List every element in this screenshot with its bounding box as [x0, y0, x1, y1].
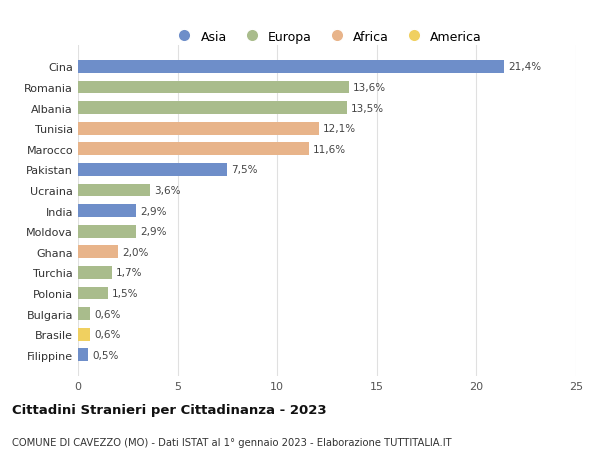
Text: Cittadini Stranieri per Cittadinanza - 2023: Cittadini Stranieri per Cittadinanza - 2… — [12, 403, 326, 416]
Bar — [78, 205, 136, 218]
Bar — [78, 61, 504, 73]
Bar — [78, 266, 112, 279]
Text: 2,9%: 2,9% — [140, 206, 166, 216]
Text: 13,6%: 13,6% — [353, 83, 386, 93]
Bar — [78, 349, 88, 361]
Bar — [78, 246, 118, 258]
Text: 0,5%: 0,5% — [92, 350, 118, 360]
Text: 2,0%: 2,0% — [122, 247, 148, 257]
Bar — [78, 225, 136, 238]
Text: COMUNE DI CAVEZZO (MO) - Dati ISTAT al 1° gennaio 2023 - Elaborazione TUTTITALIA: COMUNE DI CAVEZZO (MO) - Dati ISTAT al 1… — [12, 437, 452, 447]
Bar — [78, 143, 309, 156]
Bar — [78, 287, 108, 300]
Text: 21,4%: 21,4% — [508, 62, 541, 72]
Text: 2,9%: 2,9% — [140, 227, 166, 237]
Text: 11,6%: 11,6% — [313, 145, 346, 155]
Bar — [78, 164, 227, 176]
Bar — [78, 184, 150, 197]
Text: 12,1%: 12,1% — [323, 124, 356, 134]
Bar — [78, 308, 90, 320]
Bar — [78, 102, 347, 115]
Text: 1,5%: 1,5% — [112, 288, 139, 298]
Text: 0,6%: 0,6% — [94, 330, 121, 339]
Bar — [78, 81, 349, 94]
Text: 7,5%: 7,5% — [232, 165, 258, 175]
Bar — [78, 328, 90, 341]
Text: 3,6%: 3,6% — [154, 185, 180, 196]
Legend: Asia, Europa, Africa, America: Asia, Europa, Africa, America — [167, 26, 487, 49]
Text: 1,7%: 1,7% — [116, 268, 142, 278]
Text: 13,5%: 13,5% — [351, 103, 384, 113]
Bar — [78, 123, 319, 135]
Text: 0,6%: 0,6% — [94, 309, 121, 319]
